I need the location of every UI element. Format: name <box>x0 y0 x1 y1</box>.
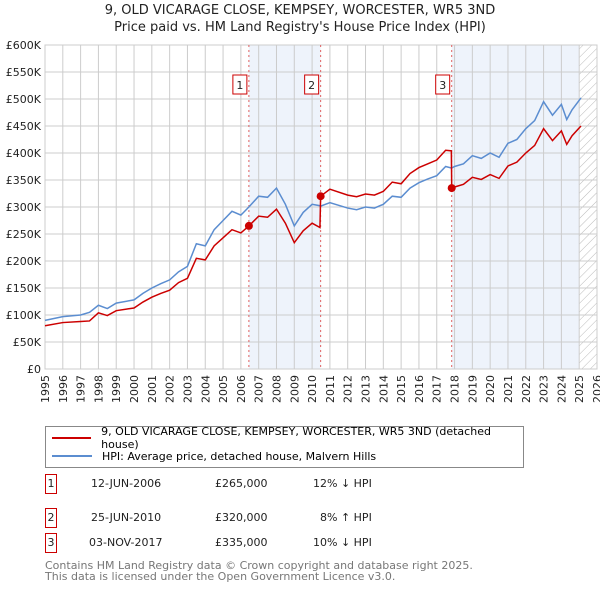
x-tick-label: 2000 <box>128 375 141 403</box>
sale-label: 3 <box>439 79 446 92</box>
x-tick-label: 2014 <box>377 375 390 403</box>
x-tick-label: 2007 <box>253 375 266 403</box>
x-tick-label: 2016 <box>413 375 426 403</box>
sale-point <box>447 184 456 193</box>
transaction-row: 3 03-NOV-2017 £335,000 10% ↓ HPI <box>45 533 565 553</box>
x-tick-label: 2004 <box>199 375 212 403</box>
x-tick-label: 2026 <box>591 375 600 403</box>
x-tick-label: 2005 <box>217 375 230 403</box>
x-tick-label: 2008 <box>270 375 283 403</box>
y-tick-label: £200K <box>6 255 42 268</box>
transaction-date: 12-JUN-2006 <box>91 477 162 490</box>
sale-label-box <box>304 74 320 95</box>
x-tick-label: 1997 <box>75 375 88 403</box>
transaction-num: 2 <box>45 508 57 528</box>
y-tick-label: £50K <box>13 336 42 349</box>
transaction-date: 03-NOV-2017 <box>89 536 163 549</box>
y-tick-label: £400K <box>6 147 42 160</box>
transaction-price: £265,000 <box>215 477 268 490</box>
sale-label: 1 <box>236 79 243 92</box>
sale-label-box <box>435 74 451 95</box>
hpi-series-line <box>44 97 582 322</box>
y-tick-label: £100K <box>6 309 42 322</box>
x-tick-label: 1998 <box>92 375 105 403</box>
transaction-date: 25-JUN-2010 <box>91 511 162 524</box>
price-chart: £0 £50K £100K £150K £200K £250K £300K £350K £400… <box>6 39 600 403</box>
transaction-row: 2 25-JUN-2010 £320,000 8% ↑ HPI <box>45 508 565 528</box>
x-tick-label: 2003 <box>181 375 194 403</box>
x-tick-label: 2022 <box>520 375 533 403</box>
transaction-hpi: 8% ↑ HPI <box>320 511 372 524</box>
x-tick-label: 2009 <box>288 375 301 403</box>
transaction-row: 1 12-JUN-2006 £265,000 12% ↓ HPI <box>45 474 565 494</box>
transaction-hpi: 10% ↓ HPI <box>313 536 372 549</box>
x-tick-label: 2024 <box>555 375 568 403</box>
x-tick-label: 2002 <box>164 375 177 403</box>
sale-point <box>244 221 253 230</box>
y-tick-label: £300K <box>6 201 42 214</box>
transaction-num: 1 <box>45 474 57 494</box>
sale-point <box>316 192 325 201</box>
y-tick-label: £500K <box>6 93 42 106</box>
sale-label-box <box>232 74 248 95</box>
x-tick-label: 1999 <box>110 375 123 403</box>
x-tick-label: 2017 <box>431 375 444 403</box>
legend-hpi-label: HPI: Average price, detached house, Malv… <box>102 449 377 463</box>
x-tick-label: 2023 <box>538 375 551 403</box>
x-tick-label: 2006 <box>235 375 248 403</box>
chart-title-line1: 9, OLD VICARAGE CLOSE, KEMPSEY, WORCESTE… <box>104 3 496 18</box>
transaction-price: £320,000 <box>215 511 268 524</box>
x-tick-label: 2015 <box>395 375 408 403</box>
footer-copyright: Contains HM Land Registry data © Crown c… <box>45 559 473 572</box>
x-tick-label: 2010 <box>306 375 319 403</box>
y-tick-label: £600K <box>6 39 42 52</box>
y-tick-label: £550K <box>6 66 42 79</box>
legend-property-swatch <box>52 437 92 439</box>
transaction-num: 3 <box>45 533 57 553</box>
x-tick-label: 1996 <box>57 375 70 403</box>
footer-licence: This data is licensed under the Open Gov… <box>45 570 396 583</box>
x-tick-label: 2013 <box>360 375 373 403</box>
y-tick-label: £0 <box>27 363 41 376</box>
x-tick-label: 2020 <box>484 375 497 403</box>
legend-property-label: 9, OLD VICARAGE CLOSE, KEMPSEY, WORCESTE… <box>101 425 491 451</box>
x-tick-label: 2001 <box>146 375 159 403</box>
chart-title-line2: Price paid vs. HM Land Registry's House … <box>114 20 486 35</box>
transaction-price: £335,000 <box>215 536 268 549</box>
x-tick-label: 1995 <box>39 375 52 403</box>
y-tick-label: £250K <box>6 228 42 241</box>
legend-hpi-swatch <box>52 455 92 457</box>
transaction-hpi: 12% ↓ HPI <box>313 477 372 490</box>
legend: 9, OLD VICARAGE CLOSE, KEMPSEY, WORCESTE… <box>45 425 524 468</box>
x-tick-label: 2018 <box>449 375 462 403</box>
y-tick-label: £350K <box>6 174 42 187</box>
footer: Contains HM Land Registry data © Crown c… <box>45 560 473 582</box>
x-tick-label: 2025 <box>573 375 586 403</box>
x-tick-label: 2021 <box>502 375 515 403</box>
x-tick-label: 2012 <box>342 375 355 403</box>
x-tick-label: 2019 <box>466 375 479 403</box>
sale-label: 2 <box>308 79 315 92</box>
property-series-line <box>44 125 582 327</box>
y-tick-label: £450K <box>6 120 42 133</box>
x-tick-label: 2011 <box>324 375 337 403</box>
y-tick-label: £150K <box>6 282 42 295</box>
